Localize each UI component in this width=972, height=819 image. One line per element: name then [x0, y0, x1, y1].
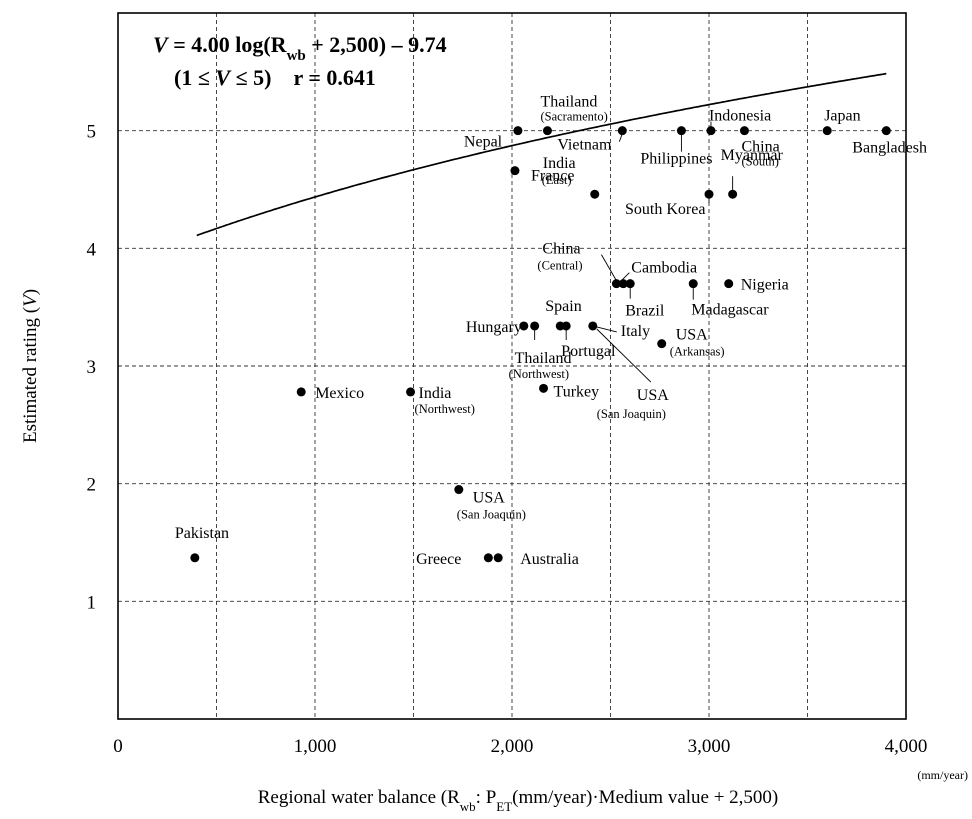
leader-line — [596, 328, 652, 383]
data-point — [542, 126, 552, 136]
sublabel-thailand-sacramento: (Sacramento) — [540, 110, 607, 124]
label-usa-arkansas: USA — [676, 327, 708, 344]
regression-curve-layer — [196, 72, 887, 237]
grid — [118, 13, 906, 719]
label-philippines: Philippines — [640, 151, 712, 168]
data-point — [739, 126, 749, 136]
y-tick-label: 4 — [87, 239, 97, 260]
leader-line — [596, 326, 617, 333]
label-thailand-northwest: Thailand — [515, 350, 572, 367]
data-point — [561, 321, 571, 331]
x-tick-label: 2,000 — [491, 736, 534, 757]
data-point — [513, 126, 523, 136]
label-hungary: Hungary — [466, 319, 522, 336]
label-italy: Italy — [621, 323, 650, 340]
points-layer — [190, 126, 891, 563]
data-point — [454, 485, 464, 495]
label-portugal: Portugal — [561, 343, 616, 360]
y-tick-label: 2 — [87, 475, 97, 496]
data-point — [611, 279, 621, 289]
x-tick-label: 0 — [113, 736, 123, 757]
data-point — [493, 553, 503, 563]
x-axis-title: Regional water balance (Rwb: PET(mm/year… — [258, 787, 779, 814]
label-australia: Australia — [520, 551, 579, 568]
label-japan: Japan — [824, 108, 860, 125]
data-point — [483, 553, 493, 563]
data-point — [530, 321, 540, 331]
label-thailand-sacramento: Thailand — [540, 94, 597, 111]
data-point — [519, 321, 529, 331]
sublabel-india-northwest: (Northwest) — [415, 402, 475, 416]
leader-line — [620, 272, 630, 281]
data-point — [296, 387, 306, 397]
regression-curve — [196, 72, 887, 237]
y-tick-label: 3 — [87, 357, 97, 378]
plot-frame — [117, 12, 907, 720]
y-tick-label: 5 — [87, 122, 97, 143]
data-point — [539, 383, 549, 393]
data-point — [688, 279, 698, 289]
label-brazil: Brazil — [625, 303, 665, 320]
data-point — [706, 126, 716, 136]
sublabel-usa-arkansas: (Arkansas) — [670, 345, 725, 359]
label-usa-san-joaquin: USA — [637, 387, 669, 404]
label-madagascar: Madagascar — [691, 302, 769, 319]
label-china-central: China — [542, 241, 580, 258]
label-india-east: India — [543, 155, 576, 172]
label-greece: Greece — [416, 551, 461, 568]
data-point — [617, 126, 627, 136]
sublabel-usa-san-joaquin: (San Joaquin) — [597, 407, 666, 421]
label-bangladesh: Bangladesh — [852, 140, 927, 157]
x-axis-unit: (mm/year) — [917, 768, 968, 782]
label-nepal: Nepal — [464, 134, 503, 151]
sublabel-thailand-northwest: (Northwest) — [509, 367, 569, 381]
label-indonesia: Indonesia — [709, 108, 771, 125]
data-point — [625, 279, 635, 289]
data-point — [510, 166, 520, 176]
data-point — [881, 126, 891, 136]
leader-line — [601, 254, 617, 281]
label-mexico: Mexico — [315, 385, 364, 402]
y-tick-label: 1 — [87, 592, 97, 613]
label-cambodia: Cambodia — [631, 260, 697, 277]
label-france: France — [531, 168, 575, 185]
data-point — [676, 126, 686, 136]
leader-lines — [534, 121, 734, 383]
data-point — [590, 189, 600, 199]
equation-line-1: V = 4.00 log(Rwb + 2,500) – 9.74 — [153, 32, 447, 64]
x-tick-label: 1,000 — [294, 736, 337, 757]
leader-line — [618, 133, 623, 142]
label-usa-san-joaquin: USA — [473, 490, 505, 507]
label-pakistan: Pakistan — [175, 525, 229, 542]
data-point — [588, 321, 598, 331]
data-point — [190, 553, 200, 563]
sublabel-china-central: (Central) — [537, 259, 582, 273]
data-point — [657, 339, 667, 349]
sublabel-india-east: (East) — [542, 173, 572, 187]
data-point — [728, 189, 738, 199]
label-india-northwest: India — [419, 385, 452, 402]
y-axis-title: Estimated rating (V) — [20, 289, 41, 443]
sublabel-china-south: (South) — [741, 155, 779, 169]
sublabel-usa-san-joaquin: (San Joaquin) — [457, 508, 526, 522]
equation-line-2: (1 ≤ V ≤ 5) r = 0.641 — [174, 65, 376, 90]
tick-labels: 0 1,000 2,000 3,000 4,000 1 2 3 4 5 — [87, 122, 928, 757]
label-vietnam: Vietnam — [557, 137, 612, 154]
data-point — [822, 126, 832, 136]
label-china-south: China — [741, 139, 779, 156]
x-tick-label: 4,000 — [885, 736, 928, 757]
label-myanmar: Myanmar — [721, 147, 784, 164]
data-point — [406, 387, 416, 397]
label-nigeria: Nigeria — [741, 277, 789, 294]
x-tick-label: 3,000 — [688, 736, 731, 757]
data-point — [724, 279, 734, 289]
label-spain: Spain — [545, 298, 581, 315]
data-point — [618, 279, 628, 289]
label-south-korea: South Korea — [625, 201, 705, 218]
data-point — [704, 189, 714, 199]
label-turkey: Turkey — [554, 383, 600, 400]
